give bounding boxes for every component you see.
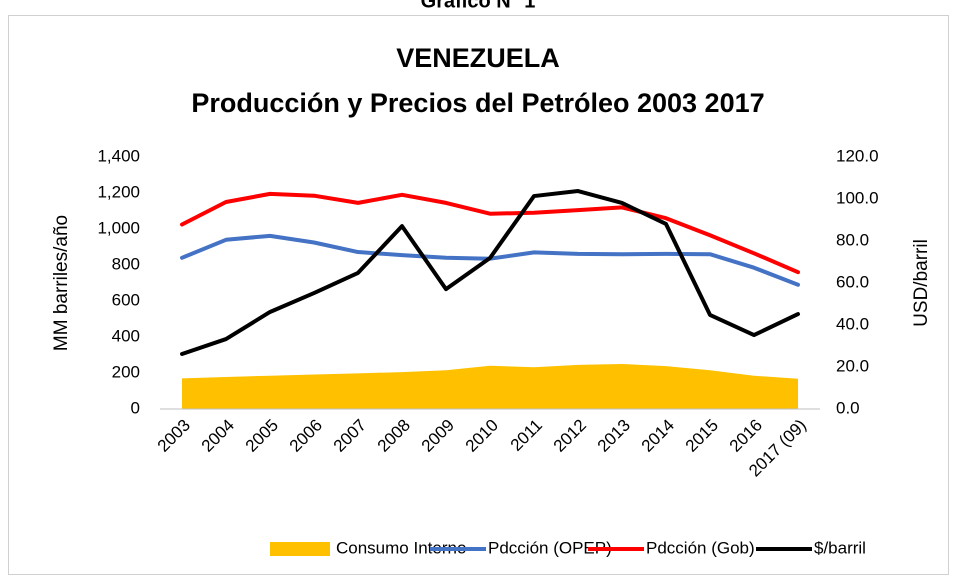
- y-tick-label: 200: [112, 362, 140, 381]
- y-tick-label: 400: [112, 326, 140, 345]
- y-axis-label: MM barriles/año: [51, 215, 72, 351]
- legend-label: Consumo Interno: [336, 538, 466, 557]
- y2-tick-label: 20.0: [836, 356, 869, 375]
- y-tick-label: 1,400: [97, 146, 140, 165]
- area: [182, 364, 798, 409]
- y2-tick-label: 0.0: [836, 398, 860, 417]
- y2-tick-label: 60.0: [836, 272, 869, 291]
- line: [180, 191, 800, 275]
- y2-tick-label: 40.0: [836, 314, 869, 333]
- chart-title: Producción y Precios del Petróleo 2003 2…: [191, 88, 764, 118]
- y2-tick-label: 80.0: [836, 230, 869, 249]
- legend-swatch: [270, 542, 330, 556]
- legend-label: Pdcción (Gob): [646, 538, 755, 557]
- chart-title: VENEZUELA: [396, 43, 560, 73]
- page-header: Gráfico N° 1: [421, 0, 536, 12]
- y-tick-label: 800: [112, 254, 140, 273]
- y2-tick-label: 100.0: [836, 188, 879, 207]
- line: [180, 189, 800, 356]
- y-tick-label: 1,200: [97, 182, 140, 201]
- y2-tick-label: 120.0: [836, 146, 879, 165]
- legend-label: $/barril: [814, 538, 866, 557]
- chart-frame: [8, 15, 949, 575]
- y2-axis-label: USD/barril: [911, 239, 932, 327]
- y-tick-label: 600: [112, 290, 140, 309]
- legend-label: Pdcción (OPEP): [488, 538, 612, 557]
- y-tick-label: 0: [131, 398, 140, 417]
- y-tick-label: 1,000: [97, 218, 140, 237]
